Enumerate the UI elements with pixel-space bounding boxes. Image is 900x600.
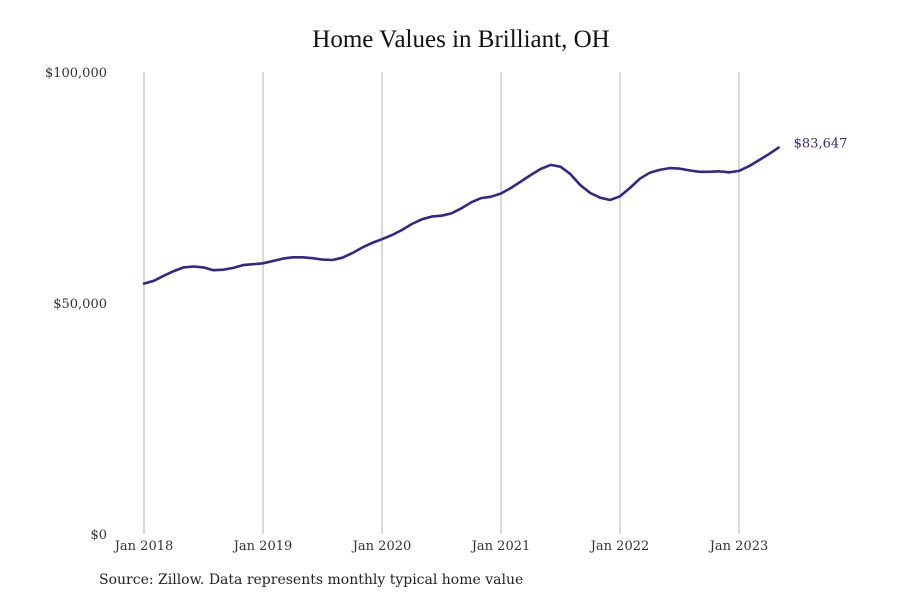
y-tick-label: $0 [90, 528, 107, 543]
x-tick-label: Jan 2021 [470, 539, 531, 554]
series-line [142, 146, 780, 285]
y-axis: $0 $50,000 $100,000 [45, 66, 107, 543]
y-tick-label: $100,000 [45, 66, 107, 81]
x-tick-label: Jan 2020 [351, 539, 412, 554]
x-tick-label: Jan 2023 [708, 539, 769, 554]
chart-title: Home Values in Brilliant, OH [312, 26, 610, 53]
x-tick-label: Jan 2019 [232, 539, 293, 554]
source-note: Source: Zillow. Data represents monthly … [99, 572, 524, 588]
y-tick-label: $50,000 [53, 297, 107, 312]
x-tick-label: Jan 2022 [589, 539, 650, 554]
end-value-label: $83,647 [794, 137, 848, 152]
grid-lines [143, 72, 740, 534]
x-tick-label: Jan 2018 [113, 539, 174, 554]
x-axis: Jan 2018 Jan 2019 Jan 2020 Jan 2021 Jan 2022… [113, 539, 769, 554]
series-group: $83,647 [142, 137, 848, 285]
